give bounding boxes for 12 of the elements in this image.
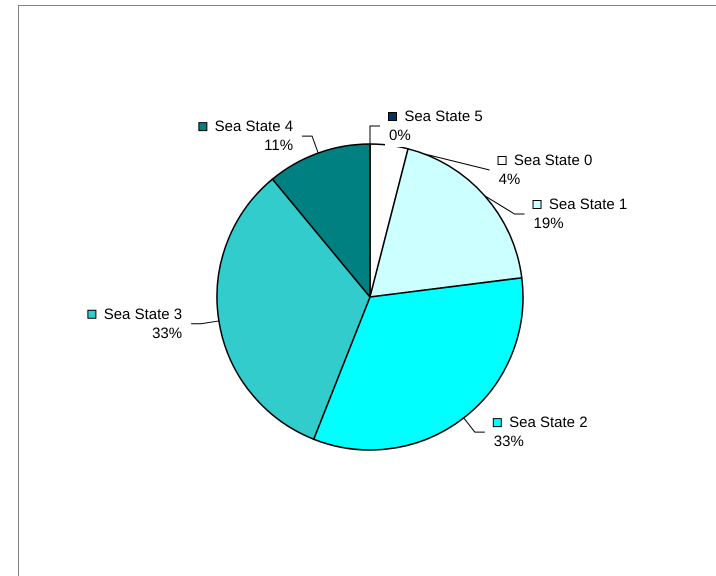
data-label: 11% <box>264 137 294 154</box>
data-label: 4% <box>498 171 520 188</box>
legend-label: Sea State 4 <box>206 118 294 136</box>
text: 0% <box>389 127 411 144</box>
legend-label: Sea State 0 <box>506 152 592 169</box>
legend-label: Sea State 3 <box>95 306 182 323</box>
data-label: 19% <box>534 215 564 232</box>
legend-label: Sea State 1 <box>540 196 628 213</box>
data-label: 33% <box>152 324 182 342</box>
legend-label: Sea State 2 <box>500 414 588 432</box>
data-label: 33% <box>494 433 524 450</box>
legend-label: Sea State 5 <box>396 108 483 125</box>
